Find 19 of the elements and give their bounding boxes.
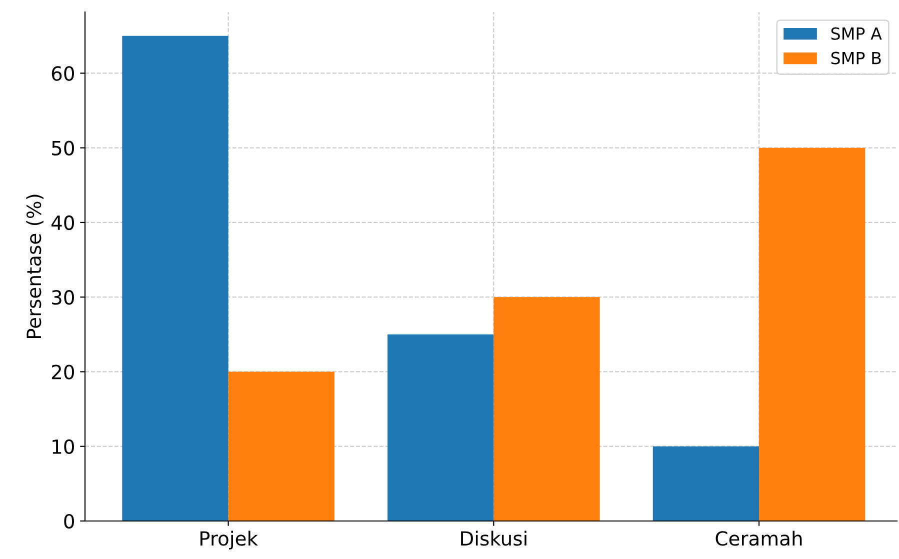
- y-tick-label: 40: [51, 215, 74, 230]
- legend-label: SMP A: [831, 27, 882, 40]
- bar: [494, 297, 600, 521]
- x-tick-label: Projek: [200, 530, 258, 550]
- bar: [122, 36, 228, 521]
- legend-label: SMP B: [831, 52, 881, 64]
- y-axis-title: Persentase (%): [26, 194, 44, 338]
- y-tick-label: 10: [52, 439, 74, 454]
- x-tick-label: Diskusi: [461, 530, 526, 546]
- y-tick-label: 50: [52, 140, 74, 156]
- bar: [388, 334, 494, 521]
- bar: [759, 148, 866, 521]
- y-tick-label: 0: [64, 514, 74, 529]
- x-tick-label: Ceramah: [716, 530, 802, 546]
- bar: [228, 372, 334, 521]
- y-tick-label: 20: [52, 364, 74, 380]
- y-tick-label: 60: [52, 66, 74, 81]
- y-tick-label: 30: [52, 290, 74, 305]
- bar: [652, 446, 760, 521]
